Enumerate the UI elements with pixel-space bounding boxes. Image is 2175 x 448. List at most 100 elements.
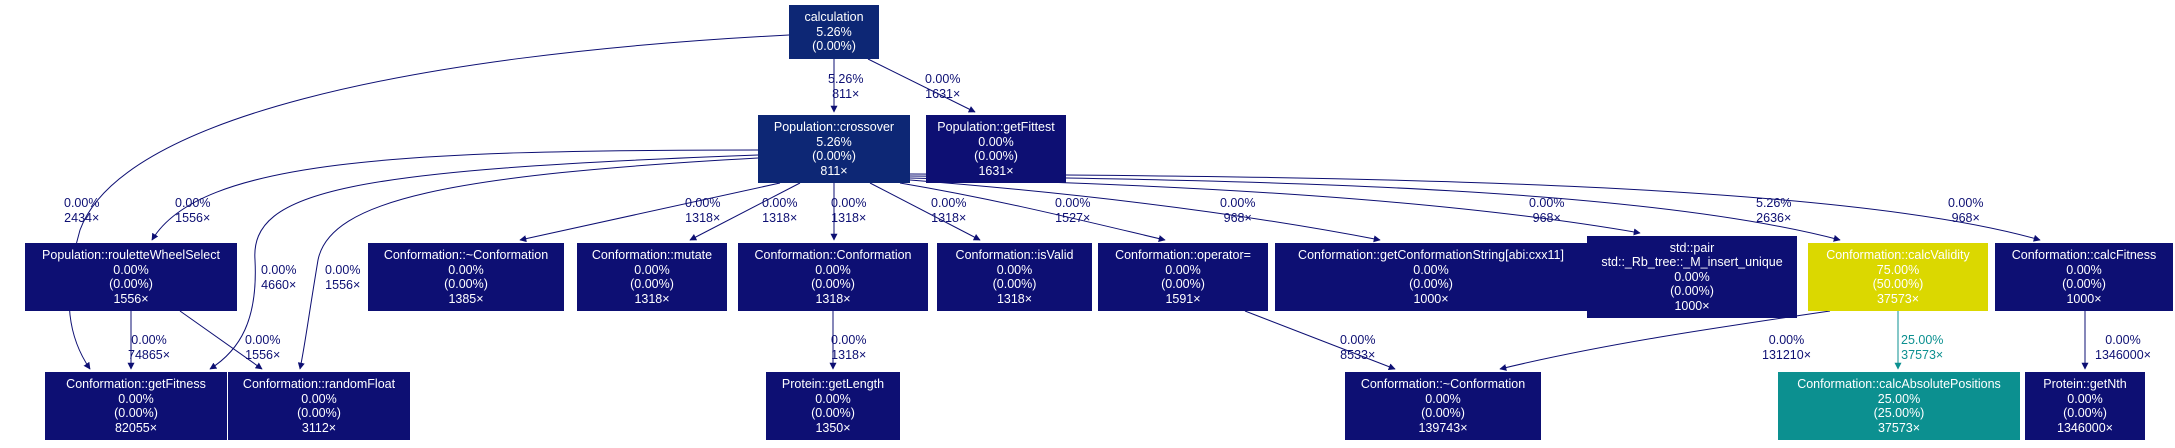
node-stat: (0.00%): [114, 406, 158, 420]
node-stat: (0.00%): [812, 39, 856, 54]
node-stat: (0.00%): [1161, 277, 1205, 291]
node-stat: 37573×: [1876, 291, 1920, 306]
edge-percent: 5.26%: [1756, 196, 1792, 210]
node-conformation-getfitness[interactable]: Conformation::getFitness 0.00% (0.00%) 8205…: [45, 372, 227, 440]
edge-call-count: 1318×: [762, 210, 798, 225]
edge-label-calculation-getfittest: 0.00% 1631×: [925, 72, 960, 101]
node-stat: 0.00%: [1425, 391, 1461, 406]
edge-label-crossover-calcvalidity: 5.26% 2636×: [1756, 196, 1791, 225]
node-stat: 1000×: [1413, 291, 1449, 306]
edge-percent: 0.00%: [831, 196, 867, 210]
edge-label-roulettewheelselect-getfitness: 0.00% 74865×: [128, 333, 170, 362]
edge-call-count: 4660×: [261, 277, 297, 292]
node-stat: 0.00%: [1413, 262, 1449, 277]
edge-crossover-to-dtorconformation: [519, 182, 781, 243]
edge-label-calcvalidity-destructor-2: 0.00% 131210×: [1762, 333, 1811, 362]
node-stat: 3112×: [301, 420, 337, 435]
edge-label-roulettewheelselect-randomfloat: 0.00% 1556×: [245, 333, 280, 362]
node-title: Conformation::~Conformation: [383, 248, 549, 262]
node-title: Population::crossover: [773, 120, 895, 134]
node-population-getfittest[interactable]: Population::getFittest 0.00% (0.00%) 1631×: [926, 115, 1066, 183]
node-stat: 1591×: [1165, 291, 1201, 306]
node-stat: 139743×: [1418, 420, 1468, 435]
edge-percent: 0.00%: [1220, 196, 1256, 210]
edge-call-count: 1318×: [831, 210, 867, 225]
node-conformation-calcvalidity[interactable]: Conformation::calcValidity 75.00% (50.00%)…: [1808, 243, 1988, 311]
edge-crossover-to-mutate: [689, 182, 801, 241]
node-title: Population::getFittest: [937, 120, 1055, 134]
node-stat: (0.00%): [811, 406, 855, 420]
node-stat: (0.00%): [974, 149, 1018, 163]
node-title: Conformation::mutate: [591, 248, 713, 262]
node-stat: 75.00%: [1876, 262, 1920, 277]
edge-call-count: 74865×: [128, 347, 171, 362]
edge-label-crossover-getconformationstring: 0.00% 968×: [1220, 196, 1255, 225]
edge-call-count: 1527×: [1055, 210, 1091, 225]
edge-call-count: 37573×: [1901, 347, 1944, 362]
node-title: Population::rouletteWheelSelect: [42, 248, 220, 262]
node-protein-getlength[interactable]: Protein::getLength 0.00% (0.00%) 1350×: [766, 372, 900, 440]
node-title: Protein::getNth: [2043, 377, 2127, 391]
node-stat: 1346000×: [2057, 420, 2113, 435]
edge-percent: 0.00%: [925, 72, 961, 86]
edge-percent: 0.00%: [245, 333, 281, 347]
node-conformation-calcfitness[interactable]: Conformation::calcFitness 0.00% (0.00%) 100…: [1995, 243, 2173, 311]
node-conformation-getconformationstring[interactable]: Conformation::getConformationString[abi:…: [1275, 243, 1587, 311]
node-stat: 0.00%: [448, 262, 484, 277]
node-stat: 37573×: [1877, 420, 1921, 435]
node-population-roulettewheelselect[interactable]: Population::rouletteWheelSelect 0.00% (0.0…: [25, 243, 237, 311]
node-stat: 0.00%: [1674, 269, 1710, 284]
edge-label-crossover-mutate: 0.00% 1318×: [762, 196, 797, 225]
node-conformation-operator-assign[interactable]: Conformation::operator= 0.00% (0.00%) 1591×: [1098, 243, 1268, 311]
edge-percent: 0.00%: [1529, 196, 1565, 210]
node-stat: 1318×: [634, 291, 670, 306]
edge-crossover-to-getfitness: [209, 154, 759, 370]
edge-call-count: 1346000×: [2095, 347, 2151, 362]
node-stat: 5.26%: [816, 24, 852, 39]
edge-label-crossover-calcfitness: 0.00% 968×: [1948, 196, 1983, 225]
edge-label-crossover-getfitness: 0.00% 4660×: [261, 263, 296, 292]
node-stat: (25.00%): [1873, 406, 1925, 420]
edge-call-count: 1318×: [931, 210, 967, 225]
edge-call-count: 2636×: [1756, 210, 1792, 225]
node-stat: (0.00%): [630, 277, 674, 291]
edge-label-crossover-rb-tree-insert: 0.00% 968×: [1529, 196, 1564, 225]
edge-call-count: 1318×: [831, 347, 867, 362]
node-stat: 0.00%: [118, 391, 154, 406]
edge-operatorassign-to-dtorconformation2: [1244, 310, 1396, 370]
node-stat: 0.00%: [978, 134, 1014, 149]
edge-call-count: 131210×: [1762, 347, 1812, 362]
edge-call-count: 1318×: [685, 210, 721, 225]
node-stat: 0.00%: [815, 262, 851, 277]
edge-label-crossover-roulettewheelselect: 0.00% 1556×: [175, 196, 210, 225]
edge-crossover-to-roulettewheelselect: [151, 149, 759, 241]
edge-percent: 0.00%: [685, 196, 721, 210]
node-conformation-mutate[interactable]: Conformation::mutate 0.00% (0.00%) 1318×: [577, 243, 727, 311]
edge-percent: 5.26%: [828, 72, 864, 86]
node-stat: 0.00%: [634, 262, 670, 277]
node-stat: 1000×: [1674, 298, 1710, 313]
node-conformation-destructor[interactable]: Conformation::~Conformation 0.00% (0.00%) 1…: [368, 243, 564, 311]
node-conformation-destructor-2[interactable]: Conformation::~Conformation 0.00% (0.00%) 1…: [1345, 372, 1541, 440]
edge-percent: 0.00%: [1340, 333, 1376, 347]
edge-call-count: 1556×: [175, 210, 211, 225]
edge-calcvalidity-to-dtorconformation2: [1499, 310, 1831, 371]
node-conformation-isvalid[interactable]: Conformation::isValid 0.00% (0.00%) 1318×: [937, 243, 1092, 311]
node-conformation-constructor[interactable]: Conformation::Conformation 0.00% (0.00%) 13…: [738, 243, 928, 311]
edge-percent: 0.00%: [1055, 196, 1091, 210]
edge-call-count: 8533×: [1340, 347, 1376, 362]
node-calculation[interactable]: calculation 5.26% (0.00%): [789, 5, 879, 59]
edge-label-crossover-destructor: 0.00% 1318×: [685, 196, 720, 225]
node-conformation-calcabsolutepositions[interactable]: Conformation::calcAbsolutePositions 25.00…: [1778, 372, 2020, 440]
node-std-rb-tree-insert-unique[interactable]: std::pair std::_Rb_tree::_M_insert_unique…: [1587, 236, 1797, 318]
node-stat: 1350×: [815, 420, 851, 435]
node-stat: std::_Rb_tree::_M_insert_unique: [1601, 255, 1783, 270]
node-population-crossover[interactable]: Population::crossover 5.26% (0.00%) 811×: [758, 115, 910, 183]
node-stat: 0.00%: [301, 391, 337, 406]
node-conformation-randomfloat[interactable]: Conformation::randomFloat 0.00% (0.00%) 311…: [228, 372, 410, 440]
node-stat: (0.00%): [297, 406, 341, 420]
node-protein-getnth[interactable]: Protein::getNth 0.00% (0.00%) 1346000×: [2025, 372, 2145, 440]
edge-percent: 0.00%: [762, 196, 798, 210]
edge-crossover-to-randomfloat: [297, 157, 759, 370]
node-stat: 1385×: [448, 291, 484, 306]
